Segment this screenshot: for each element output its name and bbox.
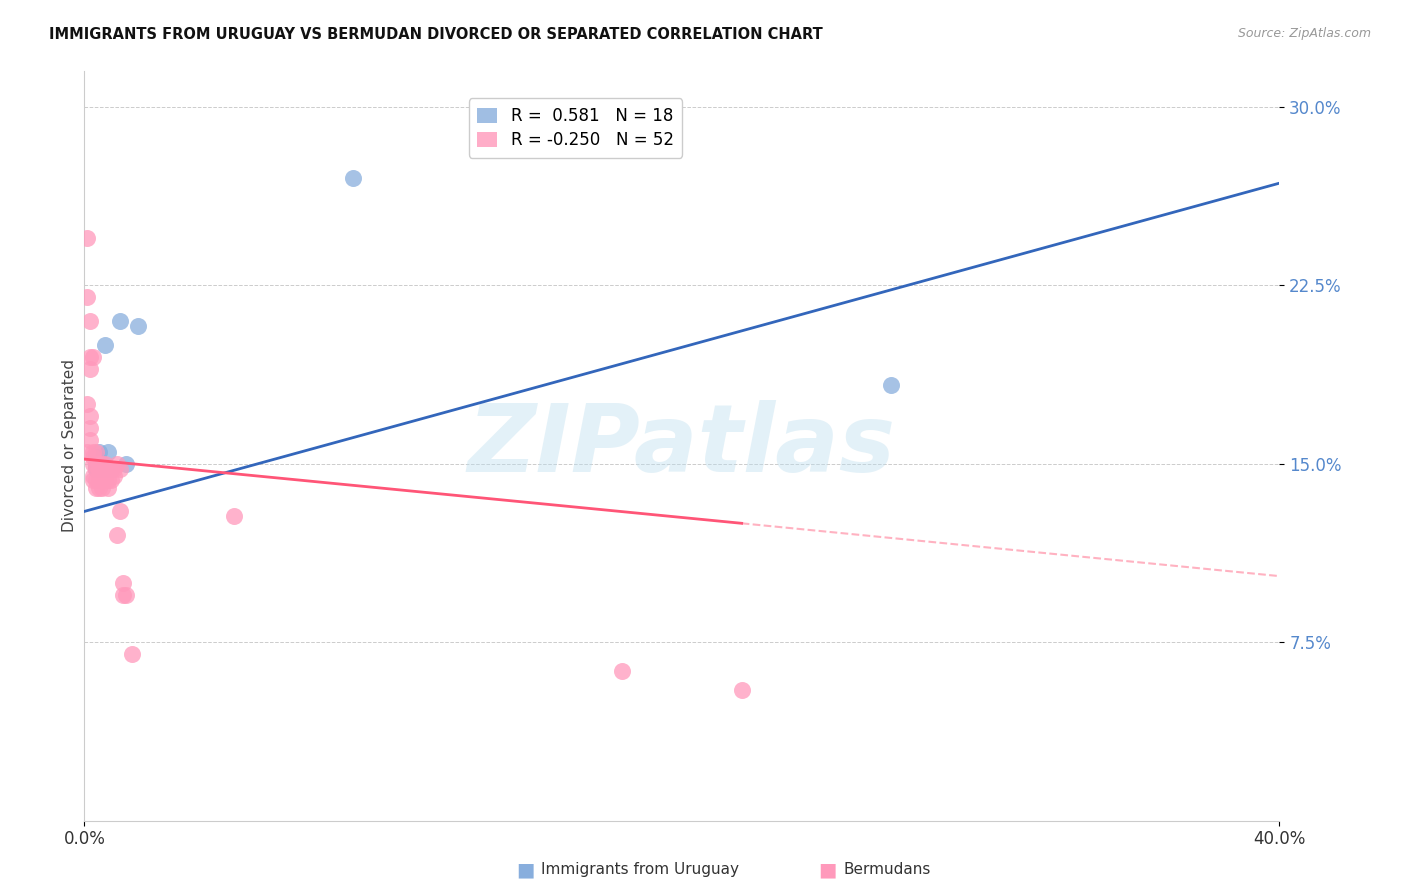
Point: [97, 474, 120, 488]
Point: [91, 468, 114, 483]
Point: [79, 314, 101, 328]
Text: Source: ZipAtlas.com: Source: ZipAtlas.com: [1237, 27, 1371, 40]
Point: [76, 445, 98, 459]
Point: [105, 528, 128, 542]
Point: [91, 461, 114, 475]
Point: [76, 231, 98, 245]
Point: [115, 457, 138, 471]
Text: Bermudans: Bermudans: [844, 863, 931, 877]
Point: [100, 461, 122, 475]
Point: [222, 509, 245, 524]
Point: [82, 350, 104, 364]
Point: [731, 682, 754, 697]
Point: [79, 409, 101, 424]
Point: [100, 461, 122, 475]
Point: [82, 445, 104, 459]
Point: [86, 461, 108, 475]
Point: [82, 474, 104, 488]
Point: [89, 481, 111, 495]
Point: [89, 461, 111, 475]
Point: [121, 647, 143, 661]
Point: [127, 318, 149, 333]
Point: [86, 457, 108, 471]
Point: [342, 171, 364, 186]
Point: [97, 481, 120, 495]
Point: [94, 338, 117, 352]
Point: [97, 445, 120, 459]
Point: [880, 378, 903, 392]
Point: [89, 461, 111, 475]
Point: [76, 397, 98, 411]
Point: [91, 461, 114, 475]
Point: [86, 461, 108, 475]
Point: [86, 445, 108, 459]
Point: [82, 457, 104, 471]
Point: [86, 474, 108, 488]
Point: [103, 468, 125, 483]
Point: [94, 457, 117, 471]
Point: [82, 450, 104, 464]
Point: [94, 474, 117, 488]
Text: ZIPatlas: ZIPatlas: [468, 400, 896, 492]
Point: [89, 457, 111, 471]
Point: [110, 504, 132, 518]
Point: [612, 664, 634, 678]
Point: [79, 433, 101, 447]
Point: [105, 457, 128, 471]
Point: [89, 468, 111, 483]
Point: [110, 461, 132, 475]
Point: [94, 461, 117, 475]
Point: [100, 474, 122, 488]
Point: [91, 457, 114, 471]
Point: [110, 314, 132, 328]
Point: [91, 481, 114, 495]
Point: [79, 350, 101, 364]
Point: [86, 450, 108, 464]
Point: [112, 588, 135, 602]
Text: ■: ■: [818, 860, 837, 880]
Point: [91, 457, 114, 471]
Point: [82, 468, 104, 483]
Point: [112, 575, 135, 590]
Point: [86, 457, 108, 471]
Legend: R =  0.581   N = 18, R = -0.250   N = 52: R = 0.581 N = 18, R = -0.250 N = 52: [470, 98, 682, 158]
Point: [79, 421, 101, 435]
Y-axis label: Divorced or Separated: Divorced or Separated: [62, 359, 77, 533]
Point: [86, 481, 108, 495]
Point: [79, 361, 101, 376]
Point: [94, 461, 117, 475]
Point: [89, 474, 111, 488]
Point: [89, 457, 111, 471]
Point: [76, 290, 98, 304]
Point: [103, 461, 125, 475]
Point: [94, 468, 117, 483]
Text: Immigrants from Uruguay: Immigrants from Uruguay: [541, 863, 740, 877]
Point: [97, 461, 120, 475]
Text: ■: ■: [516, 860, 534, 880]
Point: [115, 588, 138, 602]
Point: [86, 461, 108, 475]
Point: [89, 445, 111, 459]
Text: IMMIGRANTS FROM URUGUAY VS BERMUDAN DIVORCED OR SEPARATED CORRELATION CHART: IMMIGRANTS FROM URUGUAY VS BERMUDAN DIVO…: [49, 27, 823, 42]
